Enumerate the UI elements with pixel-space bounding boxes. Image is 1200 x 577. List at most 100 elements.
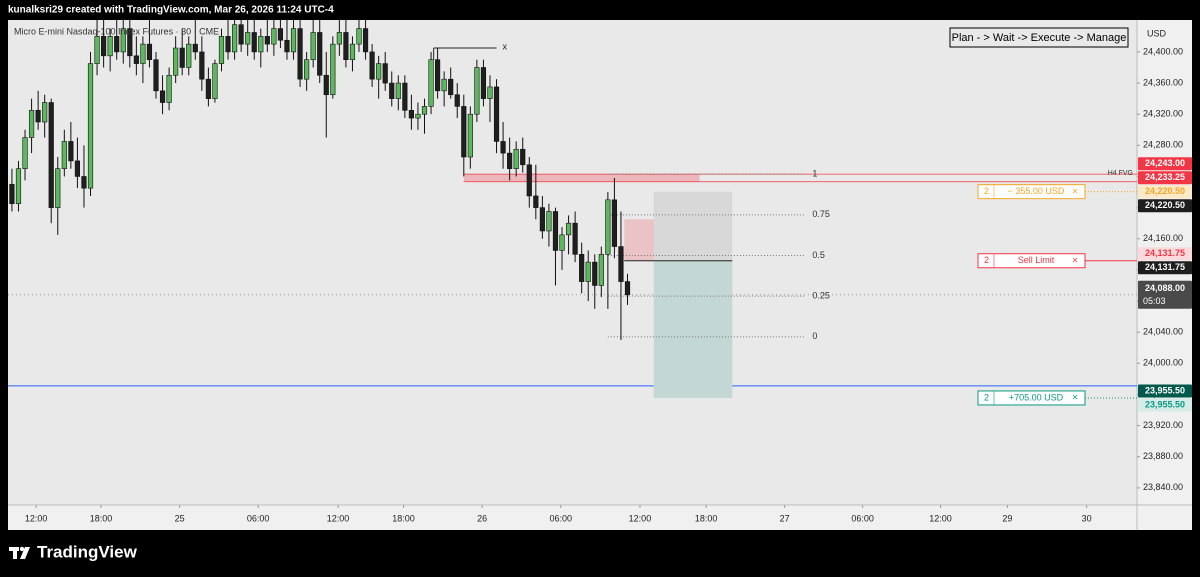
price-tag-label: 24,131.75	[1145, 248, 1185, 258]
candle-body	[186, 43, 192, 68]
candle-body	[382, 63, 388, 84]
y-tick-label: 24,000.00	[1143, 358, 1183, 368]
order-box[interactable]	[977, 390, 1086, 406]
candle-body	[415, 113, 421, 119]
candle-body	[598, 254, 604, 286]
candle-body	[402, 82, 408, 111]
countdown: 05:03	[1143, 296, 1166, 306]
fib-label: 1	[812, 169, 817, 179]
candle-body	[552, 211, 559, 251]
order-box[interactable]	[977, 253, 1086, 269]
order-close[interactable]: ×	[1072, 186, 1078, 197]
price-tag	[1138, 384, 1192, 398]
candle-body	[572, 222, 578, 255]
candle-body	[81, 176, 87, 189]
x-tick-label: 06:00	[851, 513, 874, 523]
candle-body	[428, 59, 434, 107]
plot-layer: H4 FVG 1 0.75 0.5 0.25 0 x	[8, 20, 1137, 398]
fib-label: 0	[812, 331, 817, 341]
candle-body	[284, 39, 290, 53]
price-tag	[1138, 261, 1192, 275]
brand-logo	[9, 546, 30, 559]
candle-body	[408, 110, 414, 119]
candle-body	[238, 24, 244, 45]
candle-body	[500, 141, 506, 154]
x-tick-label: 06:00	[549, 513, 572, 523]
x-tick-label: 27	[780, 513, 790, 523]
candle-body	[22, 137, 28, 169]
price-tag-label: 24,220.50	[1145, 186, 1185, 196]
candle-body	[611, 199, 618, 247]
candle-body	[592, 261, 598, 286]
candle-body	[251, 32, 257, 53]
candle-body	[533, 195, 539, 208]
price-tag	[1138, 247, 1192, 261]
x-tick-label: 12:00	[327, 513, 350, 523]
candle-body	[133, 55, 139, 64]
candle-body	[199, 51, 205, 80]
x-tick-label: 25	[175, 513, 185, 523]
candle-body	[349, 43, 356, 61]
order-close[interactable]: ×	[1072, 255, 1078, 266]
candle-body	[323, 74, 329, 96]
candle-body	[507, 152, 513, 169]
candle-body	[218, 36, 225, 64]
price-tag	[1138, 157, 1192, 171]
candle-body	[480, 67, 487, 99]
candle-body	[48, 102, 54, 208]
candle-body	[310, 32, 316, 61]
price-axis	[1137, 20, 1192, 530]
candle-body	[140, 43, 146, 64]
brand: TradingView	[37, 542, 138, 561]
candle-body	[68, 141, 74, 162]
candle-body	[336, 32, 342, 45]
candle-body	[258, 36, 264, 53]
order-text: Sell Limit	[1018, 255, 1055, 265]
candle-body	[231, 24, 238, 53]
price-tag-label: 23,955.50	[1145, 385, 1185, 395]
candle-body	[454, 94, 460, 107]
candle-body	[467, 113, 473, 158]
price-tag-label: 24,243.00	[1145, 158, 1185, 168]
candle-body	[107, 36, 113, 57]
candle-body	[369, 51, 375, 80]
price-tag-label: 24,088.00	[1145, 283, 1185, 293]
candle-body	[421, 106, 428, 115]
candle-body	[539, 207, 545, 232]
entry-zone	[624, 219, 654, 261]
credit: kunalksri29 created with TradingView.com…	[8, 5, 334, 16]
plot-area	[8, 20, 1137, 505]
fib-label: 0.5	[812, 250, 825, 260]
candle-body	[618, 246, 624, 282]
candle-body	[448, 78, 454, 96]
order-text: +705.00 USD	[1009, 392, 1064, 402]
candle-body	[290, 28, 297, 53]
price-tag-label: 24,220.50	[1145, 200, 1185, 210]
candle-body	[173, 47, 179, 76]
time-axis	[8, 505, 1137, 530]
order-box[interactable]	[977, 184, 1086, 200]
candle-body	[277, 28, 284, 41]
candle-body	[127, 28, 133, 57]
candle-body	[493, 86, 500, 142]
candle-body	[55, 168, 61, 208]
candle-body	[435, 59, 441, 92]
candle-body	[159, 90, 166, 103]
order-close[interactable]: ×	[1072, 393, 1078, 404]
candle-body	[15, 168, 22, 205]
price-tag	[1138, 199, 1192, 213]
y-tick-label: 23,920.00	[1143, 420, 1183, 430]
symbol-title: Micro E-mini Nasdaq-100 Index Futures · …	[14, 26, 219, 36]
y-tick-label: 24,400.00	[1143, 46, 1183, 56]
candle-body	[362, 28, 369, 53]
candle-body	[205, 78, 211, 99]
candle-body	[297, 28, 303, 80]
candle-body	[101, 36, 107, 57]
candle-body	[94, 36, 100, 64]
candle-body	[513, 148, 519, 169]
x-tick-label: 18:00	[392, 513, 415, 523]
candle-body	[343, 32, 349, 61]
note-box	[949, 27, 1129, 48]
price-tag	[1138, 171, 1192, 185]
